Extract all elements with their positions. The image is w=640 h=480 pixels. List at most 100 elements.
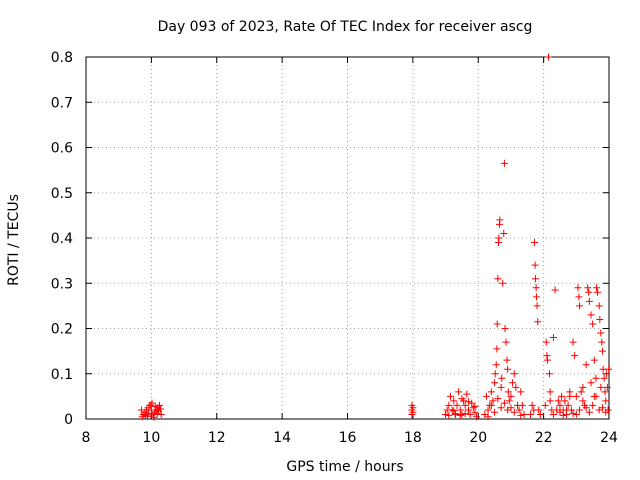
x-tick-label: 12 (208, 430, 226, 446)
data-point (544, 356, 552, 364)
data-point (527, 410, 535, 418)
data-point (549, 334, 557, 342)
data-point (584, 284, 592, 292)
data-point (566, 388, 574, 396)
data-point (558, 392, 566, 400)
data-point (563, 406, 571, 414)
y-tick-label: 0.1 (51, 367, 73, 383)
data-point (484, 413, 492, 421)
y-tick-label: 0.3 (51, 276, 73, 292)
data-point (582, 404, 590, 412)
data-point (549, 410, 557, 418)
y-tick-label: 0.8 (51, 50, 73, 66)
data-point (517, 411, 525, 419)
data-point (502, 338, 510, 346)
y-tick-labels: 0 0.1 0.2 0.3 0.4 0.5 0.6 0.7 0.8 (51, 50, 73, 428)
data-point (445, 401, 453, 409)
data-point (585, 408, 593, 416)
data-point (579, 383, 587, 391)
data-point (510, 408, 518, 416)
data-point (504, 388, 512, 396)
data-point (579, 397, 587, 405)
data-point (576, 302, 584, 310)
data-point (585, 297, 593, 305)
y-tick-label: 0.6 (51, 141, 73, 157)
data-point (487, 388, 495, 396)
data-point (532, 284, 540, 292)
data-point (455, 388, 463, 396)
data-point (147, 401, 155, 409)
data-point (493, 320, 501, 328)
data-point (409, 404, 417, 412)
data-point (592, 374, 600, 382)
data-point (517, 388, 525, 396)
data-point (589, 401, 597, 409)
data-point (585, 288, 593, 296)
x-tick-label: 22 (535, 430, 553, 446)
data-point (456, 411, 464, 419)
data-point (589, 320, 597, 328)
data-point (473, 413, 481, 421)
data-point (507, 404, 515, 412)
data-point (590, 356, 598, 364)
data-point (501, 325, 509, 332)
data-point (602, 370, 610, 378)
data-point (598, 404, 606, 412)
data-point (590, 392, 598, 400)
y-tick-label: 0 (64, 412, 73, 428)
data-point (497, 383, 505, 391)
data-point (151, 402, 159, 410)
y-tick-label: 0.4 (51, 231, 73, 247)
data-point (598, 338, 606, 346)
data-point (493, 345, 501, 353)
data-point (531, 275, 539, 283)
data-point (594, 288, 602, 296)
data-point (504, 365, 512, 373)
data-point (507, 392, 515, 400)
data-point (445, 411, 453, 419)
data-point (600, 374, 608, 382)
data-point (497, 404, 505, 412)
data-point (595, 302, 603, 310)
data-point (593, 284, 601, 292)
data-point (500, 159, 508, 167)
y-tick-label: 0.5 (51, 186, 73, 202)
data-point (469, 404, 477, 412)
x-tick-label: 20 (469, 430, 487, 446)
x-tick-label: 24 (600, 430, 618, 446)
x-tick-labels: 8 10 12 14 16 18 20 22 24 (82, 430, 618, 446)
data-point (596, 315, 604, 323)
data-point (533, 302, 541, 310)
data-point (531, 261, 539, 269)
data-point (587, 379, 595, 387)
data-point (542, 338, 550, 346)
axis-ticks (85, 56, 610, 420)
data-point (556, 401, 564, 409)
data-point (492, 361, 500, 369)
data-point (530, 239, 538, 247)
data-point (453, 401, 461, 409)
data-point (601, 388, 609, 396)
data-point (153, 410, 161, 418)
x-tick-label: 18 (404, 430, 422, 446)
data-point (482, 392, 490, 400)
data-point (577, 388, 585, 396)
data-point (461, 410, 469, 418)
y-tick-label: 0.2 (51, 322, 73, 338)
data-point (551, 286, 559, 294)
data-point (466, 410, 474, 418)
data-point (532, 293, 540, 301)
data-point (498, 374, 506, 382)
data-point (572, 392, 580, 400)
data-point (491, 370, 499, 378)
data-point (515, 406, 523, 414)
data-point (156, 401, 164, 409)
data-point (582, 361, 590, 369)
y-tick-label: 0.7 (51, 95, 73, 111)
data-point (561, 397, 569, 405)
y-axis-label: ROTI / TECUs (6, 194, 22, 286)
data-point (495, 234, 503, 242)
data-point (536, 410, 544, 418)
data-point (598, 347, 606, 355)
data-point (143, 412, 151, 420)
